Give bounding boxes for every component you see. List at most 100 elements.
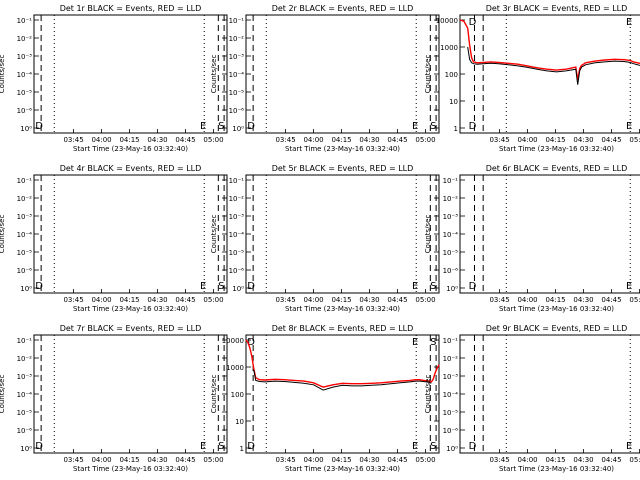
panel-det-9: Det 9r BLACK = Events, RED = LLD Counts/s… xyxy=(424,324,640,473)
y-axis-label: Counts/sec xyxy=(210,215,218,254)
x-tick-label: 04:15 xyxy=(545,136,565,144)
marker-letter-s: S xyxy=(430,121,436,132)
plot-frame xyxy=(459,14,640,134)
y-tick-label: 10⁻⁵ xyxy=(229,89,245,97)
x-tick-label: 03:45 xyxy=(63,296,83,304)
marker-letter-d: D xyxy=(247,121,255,132)
panel-title: Det 6r BLACK = Events, RED = LLD xyxy=(486,164,628,173)
x-tick-label: 04:30 xyxy=(573,296,593,304)
plot-frame xyxy=(33,174,228,294)
x-tick-label: 04:00 xyxy=(517,136,537,144)
y-tick-label: 10 xyxy=(235,418,244,426)
y-axis-label: Counts/sec xyxy=(0,215,6,254)
marker-letter-e: E xyxy=(200,441,206,452)
y-tick-label: 10⁻⁶ xyxy=(229,107,245,115)
y-tick-label: 10⁻⁴ xyxy=(229,231,245,239)
y-tick-label: 10⁰ xyxy=(20,285,32,293)
y-tick-label: 1000 xyxy=(226,364,244,372)
y-tick-label: 10⁰ xyxy=(20,125,32,133)
y-tick-label: 10⁻³ xyxy=(443,373,459,381)
x-tick-label: 04:30 xyxy=(359,296,379,304)
marker-letter-e: E xyxy=(412,441,418,452)
y-tick-label: 10⁻² xyxy=(229,195,245,203)
y-tick-label: 1 xyxy=(454,125,458,133)
y-axis-label: Counts/sec xyxy=(210,375,218,414)
y-tick-label: 10⁻⁵ xyxy=(17,249,33,257)
y-tick-label: 10 xyxy=(449,98,458,106)
x-tick-label: 04:30 xyxy=(573,136,593,144)
x-axis-label: Start Time (23-May-16 03:32:40) xyxy=(499,145,614,153)
x-tick-label: 04:00 xyxy=(517,296,537,304)
marker-letter-e: E xyxy=(626,281,632,292)
x-tick-label: 03:45 xyxy=(275,296,295,304)
marker-letter-d-top: D xyxy=(247,337,255,348)
x-tick-label: 04:45 xyxy=(387,296,407,304)
y-tick-label: 1000 xyxy=(440,44,458,52)
y-tick-label: 10⁰ xyxy=(232,285,244,293)
y-tick-label: 10⁻⁵ xyxy=(443,409,459,417)
x-tick-label: 04:30 xyxy=(147,136,167,144)
x-tick-label: 05:00 xyxy=(415,456,435,464)
panel-title: Det 3r BLACK = Events, RED = LLD xyxy=(486,4,628,13)
y-tick-label: 10⁻⁵ xyxy=(229,249,245,257)
marker-letter-d: D xyxy=(35,121,43,132)
x-tick-label: 05:00 xyxy=(415,296,435,304)
marker-letter-d-top: D xyxy=(469,17,477,28)
plot-frame xyxy=(33,334,228,454)
panel-det-6: Det 6r BLACK = Events, RED = LLD Counts/s… xyxy=(424,164,640,313)
marker-letter-d: D xyxy=(469,281,477,292)
x-tick-label: 04:00 xyxy=(91,136,111,144)
panel-title: Det 4r BLACK = Events, RED = LLD xyxy=(60,164,202,173)
x-tick-label: 04:30 xyxy=(573,456,593,464)
y-tick-label: 10⁻⁴ xyxy=(443,231,459,239)
x-tick-label: 04:00 xyxy=(303,296,323,304)
x-axis-label: Start Time (23-May-16 03:32:40) xyxy=(499,465,614,473)
x-axis-label: Start Time (23-May-16 03:32:40) xyxy=(73,465,188,473)
y-axis-label: Counts/sec xyxy=(0,55,6,94)
x-tick-label: 04:45 xyxy=(175,136,195,144)
y-tick-label: 100 xyxy=(445,71,458,79)
y-tick-label: 10⁻² xyxy=(17,35,33,43)
x-axis-label: Start Time (23-May-16 03:32:40) xyxy=(73,145,188,153)
y-tick-label: 10⁻⁵ xyxy=(17,409,33,417)
y-tick-label: 10⁻⁵ xyxy=(443,249,459,257)
y-tick-label: 10⁻⁶ xyxy=(17,107,33,115)
plot-frame xyxy=(245,14,440,134)
y-tick-label: 10⁰ xyxy=(446,445,458,453)
x-tick-label: 04:30 xyxy=(359,456,379,464)
x-axis-label: Start Time (23-May-16 03:32:40) xyxy=(73,305,188,313)
x-tick-label: 04:00 xyxy=(303,456,323,464)
marker-letter-s: S xyxy=(218,281,224,292)
y-tick-label: 10⁻² xyxy=(443,195,459,203)
y-tick-label: 10⁻⁶ xyxy=(17,267,33,275)
x-tick-label: 04:15 xyxy=(331,456,351,464)
x-tick-label: 05:00 xyxy=(203,136,223,144)
y-tick-label: 10⁰ xyxy=(20,445,32,453)
x-tick-label: 03:45 xyxy=(63,136,83,144)
y-axis-label: Counts/sec xyxy=(210,55,218,94)
marker-letter-s: S xyxy=(430,441,436,452)
x-tick-label: 05:00 xyxy=(629,296,640,304)
marker-letter-e: E xyxy=(412,281,418,292)
x-tick-label: 04:30 xyxy=(147,296,167,304)
y-tick-label: 10⁻² xyxy=(17,195,33,203)
panel-title: Det 5r BLACK = Events, RED = LLD xyxy=(272,164,414,173)
y-tick-label: 10⁻³ xyxy=(443,213,459,221)
x-tick-label: 04:00 xyxy=(91,296,111,304)
series-line-events xyxy=(253,369,432,391)
y-tick-label: 10⁻³ xyxy=(229,213,245,221)
y-tick-label: 10⁰ xyxy=(446,285,458,293)
marker-letter-d: D xyxy=(247,441,255,452)
y-tick-label: 10⁻⁶ xyxy=(229,267,245,275)
x-tick-label: 04:15 xyxy=(545,296,565,304)
y-tick-label: 10⁻⁵ xyxy=(17,89,33,97)
marker-letter-s-top: S xyxy=(430,337,436,348)
x-tick-label: 04:15 xyxy=(331,296,351,304)
x-tick-label: 04:15 xyxy=(331,136,351,144)
x-tick-label: 04:45 xyxy=(387,456,407,464)
y-axis-label: Counts/sec xyxy=(424,375,432,414)
x-tick-label: 04:15 xyxy=(119,456,139,464)
x-axis-label: Start Time (23-May-16 03:32:40) xyxy=(285,145,400,153)
x-tick-label: 04:30 xyxy=(359,136,379,144)
y-tick-label: 10⁻³ xyxy=(17,373,33,381)
